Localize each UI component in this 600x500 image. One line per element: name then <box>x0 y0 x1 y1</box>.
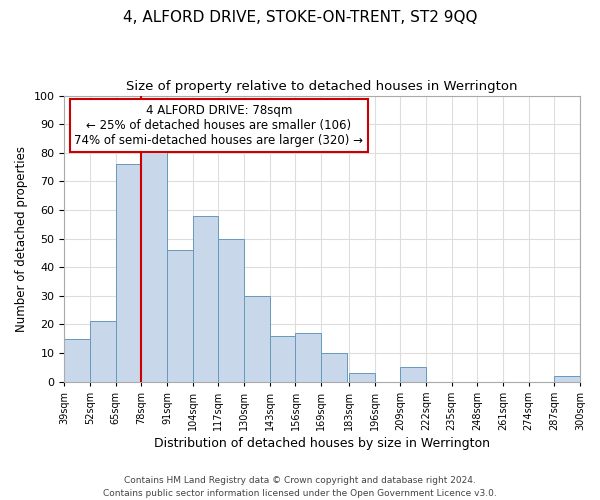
Bar <box>142 147 167 382</box>
Bar <box>244 296 270 382</box>
Bar <box>90 322 116 382</box>
Title: Size of property relative to detached houses in Werrington: Size of property relative to detached ho… <box>127 80 518 93</box>
Bar <box>193 216 218 382</box>
Bar <box>270 336 295 382</box>
Bar <box>554 376 580 382</box>
Bar <box>349 373 374 382</box>
X-axis label: Distribution of detached houses by size in Werrington: Distribution of detached houses by size … <box>154 437 490 450</box>
Text: 4, ALFORD DRIVE, STOKE-ON-TRENT, ST2 9QQ: 4, ALFORD DRIVE, STOKE-ON-TRENT, ST2 9QQ <box>123 10 477 25</box>
Bar <box>167 250 193 382</box>
Bar <box>116 164 142 382</box>
Bar <box>218 238 244 382</box>
Bar <box>64 338 90 382</box>
Bar <box>295 333 321 382</box>
Text: Contains HM Land Registry data © Crown copyright and database right 2024.
Contai: Contains HM Land Registry data © Crown c… <box>103 476 497 498</box>
Text: 4 ALFORD DRIVE: 78sqm
← 25% of detached houses are smaller (106)
74% of semi-det: 4 ALFORD DRIVE: 78sqm ← 25% of detached … <box>74 104 364 147</box>
Y-axis label: Number of detached properties: Number of detached properties <box>15 146 28 332</box>
Bar <box>321 353 347 382</box>
Bar <box>400 367 426 382</box>
